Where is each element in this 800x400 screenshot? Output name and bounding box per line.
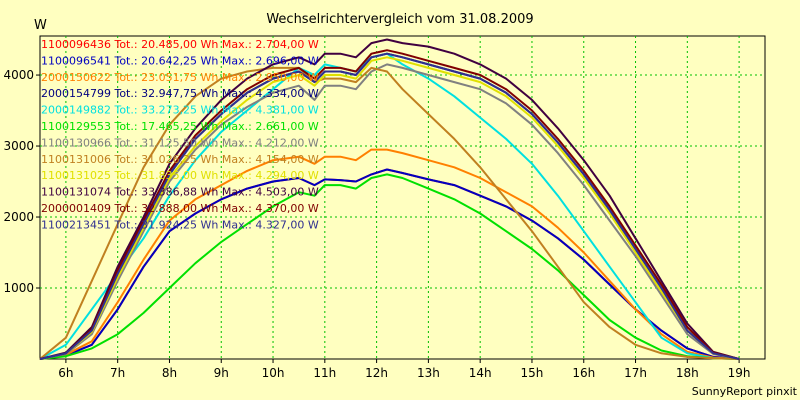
- x-tick-label: 8h: [162, 366, 177, 380]
- legend-entry-6: 1100129553 Tot.: 17.465,25 Wh Max.: 2.66…: [41, 120, 319, 133]
- x-tick-label: 10h: [262, 366, 285, 380]
- legend-entry-3: 2000150622 Tot.: 23.051,75 Wh Max.: 2.95…: [41, 71, 319, 84]
- series-line-7: [39, 63, 740, 360]
- legend-entry-4: 2000154799 Tot.: 32.947,75 Wh Max.: 4.33…: [41, 87, 319, 100]
- series-line-3: [39, 148, 740, 360]
- plot-border: [39, 35, 766, 360]
- chart-title: Wechselrichtervergleich vom 31.08.2009: [266, 12, 533, 27]
- series-line-12: [39, 52, 740, 360]
- series-line-9: [39, 56, 740, 360]
- legend-entry-10: 1100131074 Tot.: 33.386,88 Wh Max.: 4.50…: [41, 186, 319, 199]
- x-tick-label: 16h: [572, 366, 595, 380]
- x-tick-label: 13h: [417, 366, 440, 380]
- series-line-10: [39, 38, 740, 360]
- x-tick-label: 9h: [214, 366, 229, 380]
- x-tick-label: 12h: [365, 366, 388, 380]
- legend-entry-9: 1100131025 Tot.: 31.835,00 Wh Max.: 4.29…: [41, 169, 319, 182]
- y-tick-label: 3000: [3, 139, 34, 153]
- series-line-2: [39, 168, 740, 360]
- plot-area: 6h 7h 8h 9h 10h 11h 12h 13h 14h 15h 16h 17h 18h 19h 10…: [3, 35, 766, 380]
- x-tick-label: 7h: [110, 366, 125, 380]
- series-line-6: [39, 173, 740, 360]
- legend-entry-5: 2000149882 Tot.: 33.273,25 Wh Max.: 4.38…: [41, 104, 319, 117]
- legend-entry-2: 1100096541 Tot.: 20.642,25 Wh Max.: 2.69…: [41, 54, 319, 67]
- footer-credit: SunnyReport pinxit: [692, 385, 798, 398]
- y-tick-label: 4000: [3, 68, 34, 82]
- x-tick-label: 14h: [469, 366, 492, 380]
- series-line-8: [39, 66, 740, 360]
- x-tick-label: 17h: [624, 366, 647, 380]
- series-line-11: [39, 49, 740, 360]
- x-tick-label: 19h: [728, 366, 751, 380]
- x-tick-label: 11h: [313, 366, 336, 380]
- legend-entry-1: 1100096436 Tot.: 20.485,00 Wh Max.: 2.70…: [41, 38, 319, 51]
- x-tick-label: 6h: [58, 366, 73, 380]
- y-axis-label: W: [34, 18, 47, 33]
- x-tick-label: 15h: [521, 366, 544, 380]
- x-tick-label: 18h: [676, 366, 699, 380]
- y-tick-label: 2000: [3, 210, 34, 224]
- legend-entry-11: 2000001409 Tot.: 32.888,00 Wh Max.: 4.37…: [41, 202, 319, 215]
- legend-entry-7: 1100130966 Tot.: 31.125,50 Wh Max.: 4.21…: [41, 136, 319, 149]
- legend-entry-8: 1100131006 Tot.: 31.026,25 Wh Max.: 4.15…: [41, 153, 319, 166]
- y-tick-label: 1000: [3, 281, 34, 295]
- legend-entry-12: 1100213451 Tot.: 31.924,25 Wh Max.: 4.32…: [41, 218, 319, 231]
